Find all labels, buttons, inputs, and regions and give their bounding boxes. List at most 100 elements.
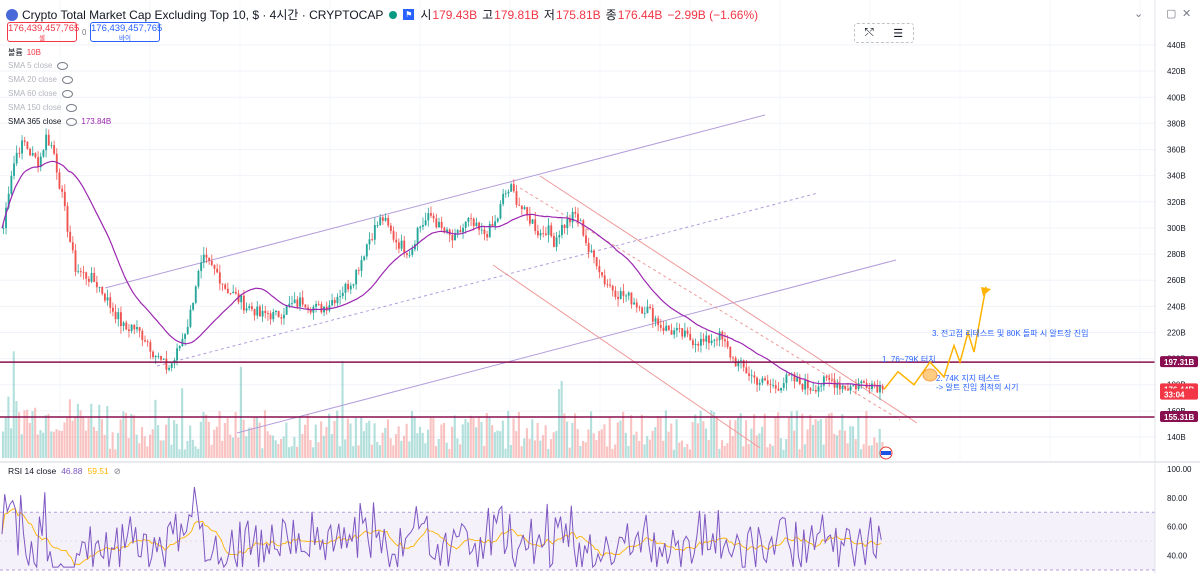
sma150-label: SMA 150 close [8,103,62,112]
symbol-header[interactable]: Crypto Total Market Cap Excluding Top 10… [6,6,763,23]
rsi-settings-icon[interactable]: ⊘ [113,466,121,476]
candle-body [764,378,766,381]
candle-body [740,360,742,362]
price-tick-label: 400B [1167,93,1186,102]
volume-legend[interactable]: 볼륨 10B [8,47,41,58]
candle-body [258,306,261,317]
volume-bar [108,448,112,458]
candle-body [34,153,37,158]
eye-icon[interactable] [66,117,78,126]
volume-bar [825,418,828,458]
candle-body [368,239,371,245]
candle-body [675,327,678,331]
settings-lines-icon[interactable]: ☰ [893,27,904,40]
maximize-icon[interactable]: ▢ [1166,8,1177,20]
volume-bar [354,418,357,458]
volume-bar [159,440,162,458]
volume-bar [491,425,494,458]
candle-body [614,290,617,297]
volume-bar [207,421,210,458]
volume-bar [274,440,277,458]
volume-bar [301,433,304,458]
candle-body [713,339,716,341]
buy-button[interactable]: 176,439,457,765 바이 [90,22,163,42]
close-icon[interactable]: ✕ [1182,8,1192,20]
volume-bar [408,441,411,458]
collapse-chevron-icon[interactable]: ⌄ [1134,8,1144,20]
candle-body [146,341,149,343]
candle-body [79,271,82,273]
eye-icon[interactable] [57,61,69,70]
volume-bar [541,435,545,458]
candle-body [133,324,136,330]
volume-bar [197,448,200,458]
candle-body [863,381,865,384]
candle-body [708,335,710,344]
volume-bar [381,432,384,458]
candle-body [825,376,828,378]
volume-bar [26,409,29,458]
sma5-legend[interactable]: SMA 5 close [8,61,69,70]
volume-bar [370,444,373,458]
sma60-legend[interactable]: SMA 60 close [8,89,73,98]
volume-bar [795,410,798,458]
buy-price: 176,439,457,765 [91,23,163,34]
volume-bar [504,448,507,458]
volume-bar [656,415,659,458]
volume-bar [416,433,419,458]
volume-bar [443,422,446,458]
eye-icon[interactable] [61,89,73,98]
volume-bar [183,449,186,458]
annotation-step2-note: -> 알트 진입 최적의 시기 [936,382,1018,392]
volume-bar [100,419,104,458]
volume-bar [787,417,790,458]
candle-body [293,299,296,304]
candle-body [582,220,585,236]
data-flag-icon: ⚑ [403,9,415,20]
eye-icon[interactable] [66,103,78,112]
annotation-step3: 3. 전고점 리테스트 및 80K 돌파 시 알트장 진입 [932,328,1088,338]
sell-button[interactable]: 176,439,457,765 셀 [7,22,79,42]
volume-bar [801,413,804,458]
volume-bar [229,434,232,458]
candle-body [299,297,301,307]
volume-bar [483,446,486,458]
candle-body [844,385,847,390]
projection-line [883,286,987,390]
rsi-tick-label: 60.00 [1167,523,1188,532]
candle-body [66,206,69,232]
volume-bar [846,443,849,458]
horizontal-levels[interactable] [0,361,1155,418]
candle-body [438,221,440,228]
candle-body [649,306,652,309]
symbol-title[interactable]: Crypto Total Market Cap Excluding Top 10… [22,8,384,22]
sma150-legend[interactable]: SMA 150 close [8,103,78,112]
volume-bar [338,446,341,458]
volume-bar [34,407,37,458]
price-tick-label: 260B [1167,276,1186,285]
price-axis[interactable]: 440B 420B 400B 380B 360B 340B 320B 300B 280B 260B… [1154,0,1198,573]
candle-body [333,300,336,304]
volume-bar [426,429,430,458]
drawing-toolbar[interactable]: ⤲ ☰ [854,23,914,43]
volume-bar [218,411,221,458]
price-marker-label: 155.31B [1164,413,1194,422]
candle-body [357,270,360,271]
candle-body [29,148,31,156]
eye-icon[interactable] [61,75,73,84]
volume-bar [683,447,686,458]
sma20-legend[interactable]: SMA 20 close [8,75,73,84]
volume-bar [47,413,50,458]
rsi-label: RSI 14 close [8,466,57,476]
candle-body [798,377,801,384]
volume-bar [640,414,643,458]
candle-body [154,356,157,358]
rsi-legend[interactable]: RSI 14 close 46.88 59.51 ⊘ [8,466,121,477]
sma365-legend[interactable]: SMA 365 close 173.84B [8,117,111,126]
price-tick-label: 380B [1167,119,1186,128]
candle-body [125,322,128,330]
price-tick-label: 300B [1167,224,1186,233]
trend-tool-icon[interactable]: ⤲ [864,26,874,39]
volume-bar [603,424,606,458]
